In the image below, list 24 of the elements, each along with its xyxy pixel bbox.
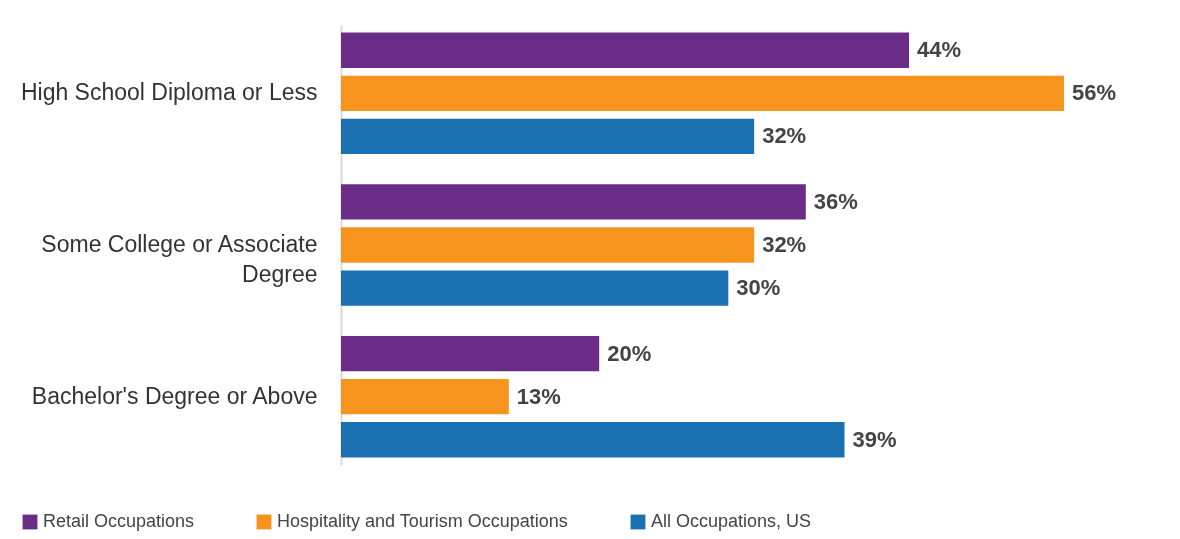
data-label: 36% (813, 188, 858, 214)
y-tick-label: High School Diploma or Less (20, 79, 318, 106)
bar (341, 32, 910, 68)
bar (341, 270, 729, 306)
bar (341, 118, 755, 154)
bar (341, 75, 1064, 111)
data-label: 13% (516, 383, 561, 409)
y-tick-label: Bachelor's Degree or Above (31, 382, 318, 409)
bar (341, 336, 600, 372)
data-label: 56% (1072, 80, 1117, 106)
bar (341, 184, 806, 220)
legend-label: All Occupations, US (651, 511, 812, 531)
bar (341, 227, 755, 263)
y-tick-label: Some College or Associate Degree (41, 231, 318, 287)
data-label: 30% (736, 275, 781, 301)
legend-label: Hospitality and Tourism Occupations (277, 511, 568, 531)
data-label: 39% (852, 426, 897, 452)
data-label: 32% (762, 232, 807, 257)
data-label: 44% (917, 37, 962, 63)
bar (341, 422, 845, 458)
legend-label: Retail Occupations (43, 511, 195, 531)
bar (341, 379, 509, 415)
data-label: 32% (762, 123, 807, 149)
data-label: 20% (607, 340, 652, 366)
